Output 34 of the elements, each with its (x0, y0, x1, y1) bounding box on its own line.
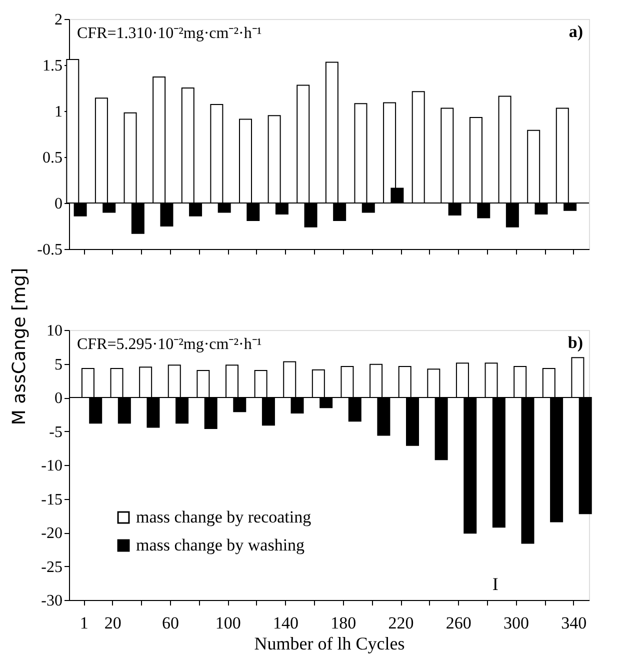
y-tick-label: -30 (41, 592, 62, 610)
x-axis-title: Number of lh Cycles (254, 634, 405, 654)
x-tick-label: 20 (104, 614, 122, 632)
x-tick-label: 1 (80, 614, 88, 632)
y-tick-label: -25 (41, 558, 62, 576)
y-tick-label: -0.5 (37, 242, 62, 258)
annotation: b) (568, 333, 583, 352)
annotation: I (492, 574, 498, 594)
annotation: CFR=1.310·10⁻²mg·cm⁻²·h⁻¹ (77, 25, 262, 42)
legend-label: mass change by recoating (136, 508, 312, 526)
y-tick-label: 0 (54, 390, 62, 407)
y-tick-label: 2 (54, 12, 62, 28)
y-tick-label: 1 (54, 104, 62, 120)
annotation: CFR=5.295·10⁻²mg·cm⁻²·h⁻¹ (77, 336, 262, 353)
x-tick-label: 220 (388, 614, 414, 632)
y-tick-label: -10 (41, 458, 62, 474)
x-tick-label: 340 (561, 614, 587, 632)
y-tick-label: 0 (54, 196, 62, 212)
y-tick-label: 1.5 (42, 58, 62, 74)
x-tick-label: 260 (446, 614, 472, 632)
x-tick-label: 100 (215, 614, 241, 632)
x-tick-label: 180 (330, 614, 356, 632)
legend-label: mass change by washing (136, 536, 306, 554)
x-tick-label: 60 (162, 614, 180, 632)
y-tick-label: -15 (41, 491, 62, 508)
y-tick-label: -5 (49, 424, 62, 441)
y-tick-label: 10 (46, 322, 62, 340)
y-axis-title: M assCange [mg] (9, 268, 30, 426)
y-tick-label: -20 (41, 525, 62, 542)
y-tick-label: 0.5 (42, 150, 62, 166)
x-tick-label: 140 (273, 614, 299, 632)
y-tick-label: 5 (54, 356, 62, 374)
annotation: a) (568, 22, 583, 41)
x-tick-label: 300 (504, 614, 530, 632)
